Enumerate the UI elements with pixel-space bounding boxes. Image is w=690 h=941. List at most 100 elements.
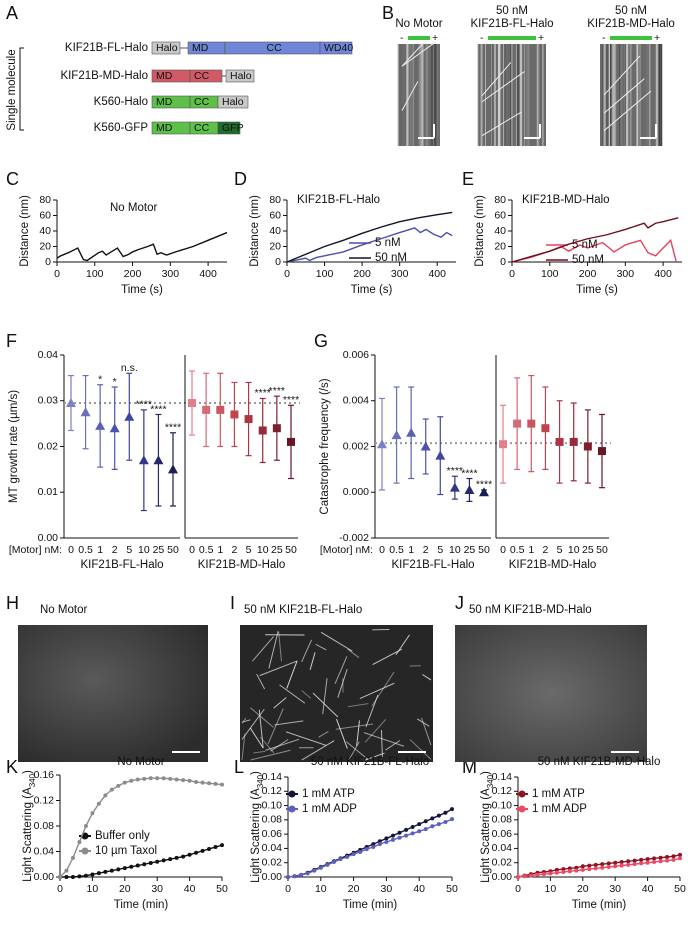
significance: * [113, 376, 117, 388]
micrograph [18, 625, 208, 762]
point [142, 776, 147, 781]
point [479, 487, 489, 497]
filament [249, 727, 264, 749]
legend-label: 50 nM [375, 252, 407, 264]
x-tick-label: 10 [545, 883, 557, 895]
y-axis-label-part: 340 [486, 774, 495, 788]
x-tick-label: 1 [217, 544, 223, 556]
domain-box [319, 41, 353, 55]
point [124, 411, 135, 421]
point [187, 778, 192, 783]
significance: n.s. [121, 362, 138, 374]
significance: **** [255, 387, 271, 399]
point [548, 871, 553, 876]
x-tick-label: 0.5 [510, 544, 525, 556]
filament [380, 729, 383, 761]
image-title: 50 nM KIF21B-MD-Halo [469, 604, 592, 616]
chart-title: 50 nM KIF21B-FL-Halo [311, 756, 429, 768]
point [593, 866, 598, 871]
filaments [241, 629, 432, 761]
y-axis-label: Light Scattering (A340) [250, 771, 265, 883]
series-line [287, 808, 453, 878]
point [632, 858, 637, 863]
point [423, 819, 428, 824]
series-line [286, 211, 453, 263]
filament [347, 648, 360, 659]
y-tick-label: 0.10 [262, 799, 283, 811]
x-tick-label: 400 [654, 268, 672, 280]
plus-label: + [538, 32, 544, 44]
filament [260, 736, 275, 754]
filament [315, 643, 327, 651]
y-axis-label-part: Light Scattering (A [480, 788, 492, 883]
point [90, 872, 95, 877]
point [435, 450, 446, 460]
kymograph-title: KIF21B-MD-Halo [587, 18, 675, 30]
point [135, 863, 140, 868]
x-axis-label: Time (min) [572, 899, 627, 911]
domain-box [189, 69, 223, 83]
x-tick-label: 50 [446, 883, 458, 895]
domain-box [217, 121, 241, 135]
point [371, 842, 376, 847]
point [272, 424, 281, 433]
plus-end-bar [488, 36, 536, 40]
filament [301, 740, 335, 761]
domain-label: CC [194, 70, 210, 82]
legend-label: Buffer only [95, 830, 150, 842]
y-tick-label: 0.04 [262, 842, 283, 854]
point [168, 464, 178, 474]
legend-label: 5 nM [572, 239, 598, 251]
point [436, 813, 441, 818]
point [678, 852, 682, 857]
x-tick-label: 0.5 [199, 544, 214, 556]
filament [318, 731, 329, 738]
legend-marker [518, 790, 526, 798]
domain-box [217, 95, 249, 109]
point [109, 787, 114, 792]
point [535, 872, 540, 877]
point [391, 430, 402, 440]
point [155, 859, 160, 864]
y-tick-label: 0 [45, 256, 51, 268]
point [377, 842, 382, 847]
y-axis-label: MT growth rate (µm/s) [8, 390, 20, 503]
point [96, 801, 101, 806]
y-tick-label: 40 [269, 225, 281, 237]
point [70, 875, 75, 879]
filament [422, 674, 432, 681]
point [299, 872, 304, 877]
point [103, 793, 108, 798]
x-tick-label: 25 [271, 544, 283, 556]
plus-end-bar [610, 36, 652, 40]
filament [364, 718, 387, 743]
point [390, 833, 395, 838]
y-axis-label-part: ) [250, 771, 262, 775]
point [287, 437, 295, 446]
point [613, 864, 618, 869]
y-tick-label: 0.04 [34, 845, 55, 857]
point [135, 777, 140, 782]
point [587, 863, 592, 868]
point [161, 858, 166, 863]
filament [274, 720, 304, 726]
point [331, 860, 336, 864]
legend-marker [288, 805, 296, 813]
x-tick-label: 0 [285, 883, 291, 895]
point [541, 424, 550, 433]
x-tick-label: 2 [232, 544, 238, 556]
point [574, 868, 579, 873]
point [292, 874, 297, 879]
y-tick-label: 0.04 [38, 349, 59, 361]
filament [336, 718, 348, 749]
point [665, 858, 670, 863]
legend-label: 1 mM ADP [532, 803, 587, 815]
point [522, 874, 527, 879]
y-tick-label: 0.12 [262, 785, 283, 797]
y-tick-label: 0.02 [38, 440, 59, 452]
point [116, 867, 121, 872]
point [397, 830, 402, 835]
panel-label: I [230, 593, 235, 613]
x-tick-label: 300 [391, 268, 409, 280]
